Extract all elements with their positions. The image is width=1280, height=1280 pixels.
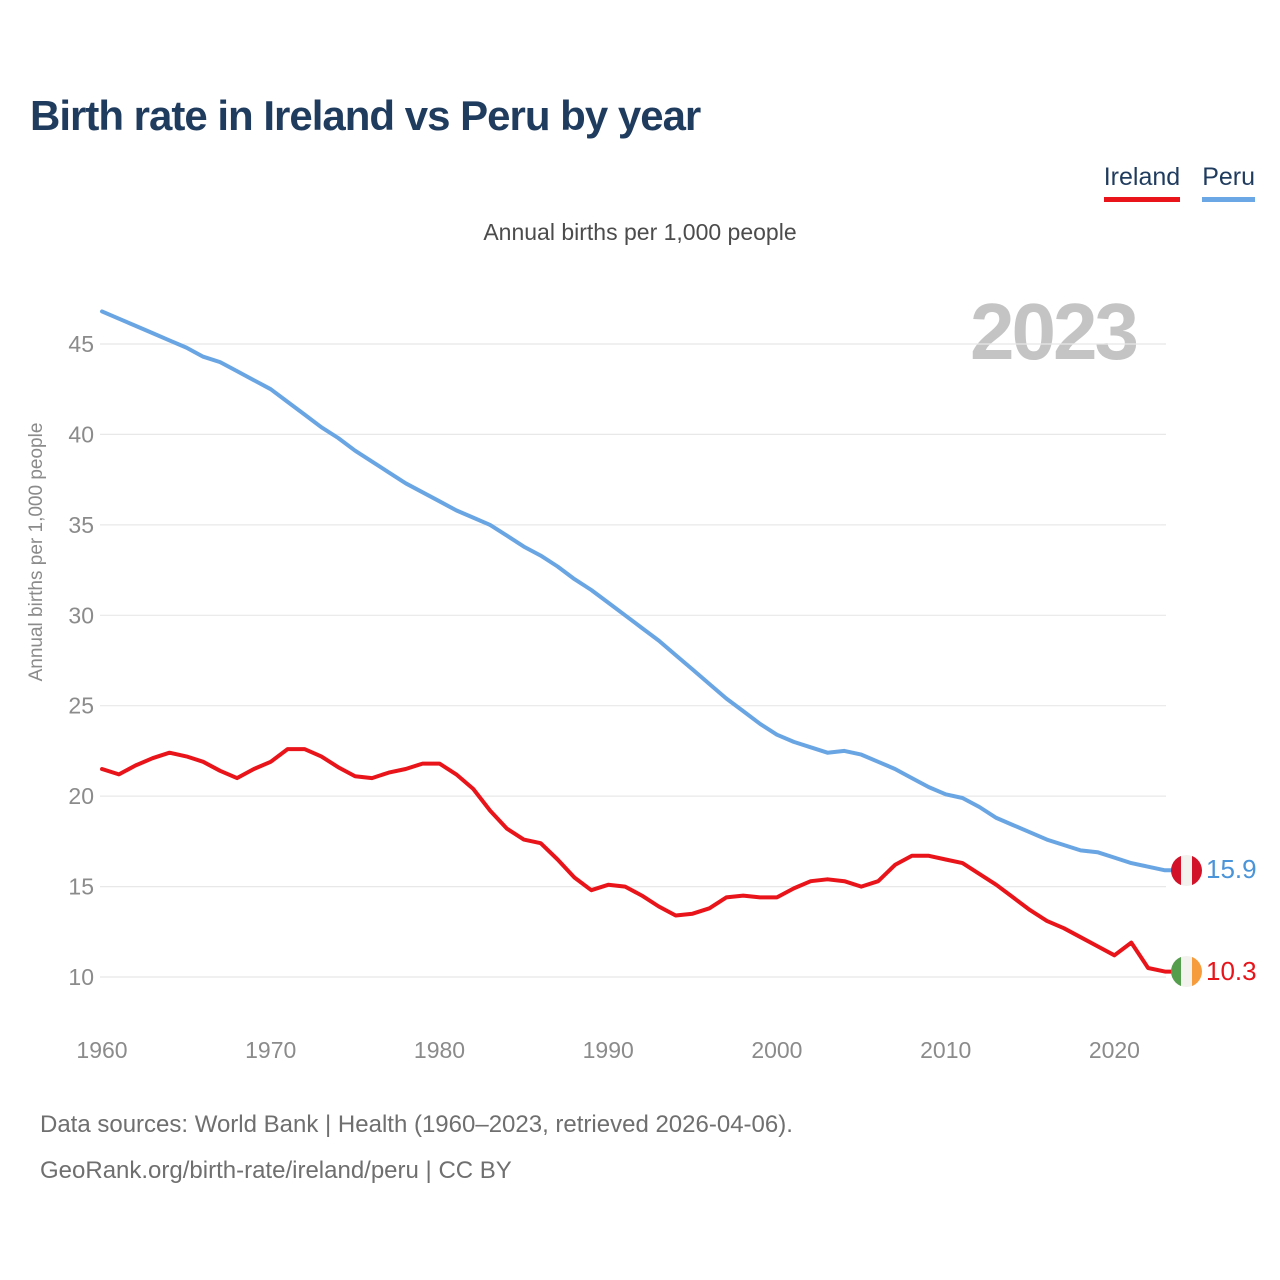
y-axis-tick: 45	[68, 331, 94, 357]
y-axis-tick: 15	[68, 874, 94, 900]
end-value-ireland: 10.3	[1206, 956, 1257, 986]
peru-flag-icon	[1171, 855, 1202, 886]
series-line-peru	[100, 309, 1175, 873]
x-axis-tick: 2000	[751, 1037, 802, 1063]
y-axis-tick: 10	[68, 964, 94, 990]
legend-item-peru[interactable]: Peru	[1202, 163, 1255, 202]
legend-item-ireland[interactable]: Ireland	[1103, 163, 1181, 202]
series-line-ireland	[100, 747, 1175, 974]
x-axis-tick: 1960	[76, 1037, 127, 1063]
x-axis-tick: 1970	[245, 1037, 296, 1063]
y-axis-tick: 35	[68, 512, 94, 538]
x-axis-tick: 1990	[583, 1037, 634, 1063]
footer-attribution: GeoRank.org/birth-rate/ireland/peru | CC…	[40, 1157, 512, 1184]
x-axis-tick: 2020	[1089, 1037, 1140, 1063]
footer: Data sources: World Bank | Health (1960–…	[40, 1102, 793, 1194]
footer-sources: Data sources: World Bank | Health (1960–…	[40, 1111, 793, 1138]
x-axis-tick: 1980	[414, 1037, 465, 1063]
legend: Ireland Peru	[1103, 163, 1255, 202]
y-axis-tick: 25	[68, 693, 94, 719]
y-axis-tick: 30	[68, 602, 94, 628]
year-watermark: 2023	[970, 287, 1139, 376]
chart-subtitle: Annual births per 1,000 people	[483, 219, 797, 245]
x-axis-tick: 2010	[920, 1037, 971, 1063]
y-axis-tick: 40	[68, 421, 94, 447]
y-axis-label: Annual births per 1,000 people	[26, 423, 47, 682]
page-title: Birth rate in Ireland vs Peru by year	[30, 92, 701, 139]
ireland-flag-icon	[1171, 956, 1202, 987]
y-axis-tick: 20	[68, 783, 94, 809]
end-value-peru: 15.9	[1206, 854, 1257, 884]
